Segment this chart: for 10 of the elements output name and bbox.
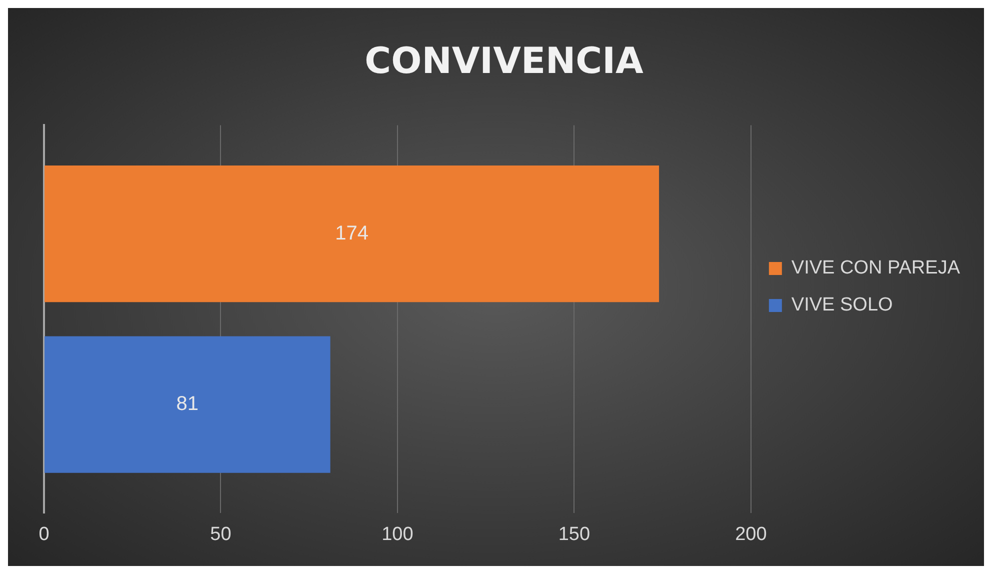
- x-tick-label: 200: [735, 524, 767, 545]
- legend-label: VIVE CON PAREJA: [791, 258, 960, 279]
- x-tick-label: 150: [558, 524, 590, 545]
- data-label: 174: [335, 222, 368, 244]
- x-tick-label: 0: [38, 524, 50, 545]
- x-tick-label: 100: [382, 524, 414, 545]
- data-label: 81: [176, 393, 199, 416]
- chart-title: CONVIVENCIA: [364, 40, 644, 82]
- x-tick-label: 50: [210, 524, 232, 545]
- legend-label: VIVE SOLO: [791, 294, 893, 316]
